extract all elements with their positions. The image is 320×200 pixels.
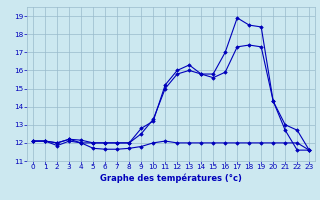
X-axis label: Graphe des températures (°c): Graphe des températures (°c): [100, 173, 242, 183]
